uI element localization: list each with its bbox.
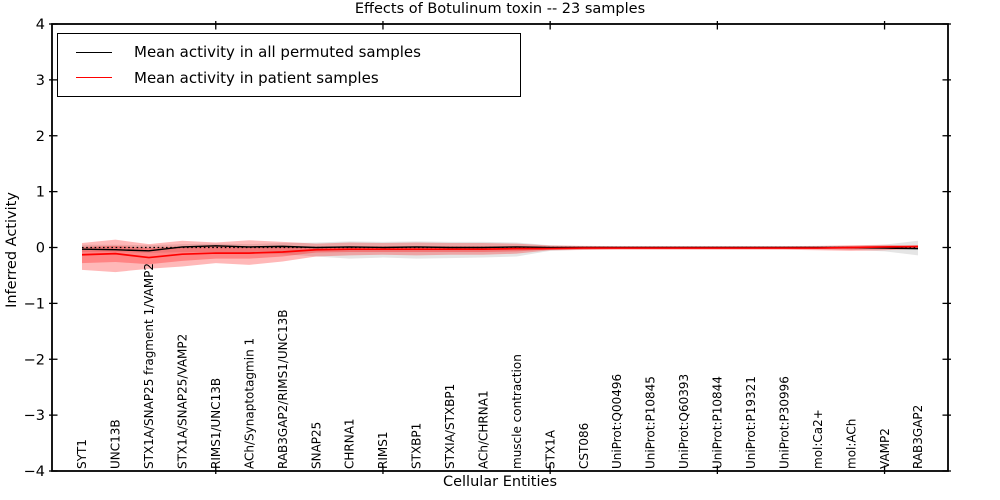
- x-category-label: UniProt:P10845: [644, 376, 658, 469]
- x-axis-label: Cellular Entities: [442, 474, 558, 490]
- x-category-label: muscle contraction: [510, 354, 524, 469]
- y-tick-label: 2: [36, 129, 45, 145]
- x-category-label: STXIA/STXBP1: [443, 384, 457, 469]
- y-tick-label: −3: [24, 408, 45, 424]
- permuted-line-swatch-icon: [76, 51, 112, 53]
- x-category-label: STXBP1: [410, 423, 424, 469]
- x-category-label: UniProt:Q60393: [677, 374, 691, 469]
- x-category-label: RAB3GAP2/RIMS1/UNC13B: [276, 309, 290, 469]
- legend: Mean activity in all permuted samples Me…: [57, 33, 521, 97]
- x-category-label: CST086: [577, 423, 591, 469]
- x-category-label: RIMS1/UNC13B: [209, 378, 223, 469]
- x-category-label: UniProt:P10844: [711, 376, 725, 469]
- y-tick-label: 4: [36, 17, 45, 33]
- x-category-label: UNC13B: [109, 419, 123, 469]
- x-category-label: SYT1: [75, 439, 89, 469]
- x-category-label: VAMP2: [878, 428, 892, 469]
- x-category-label: RAB3GAP2: [911, 405, 925, 469]
- patient-mean-line: [81, 245, 919, 259]
- x-category-label: SNAP25: [309, 422, 323, 469]
- x-category-label: RIMS1: [376, 432, 390, 469]
- y-tick-label: 0: [36, 241, 45, 257]
- x-category-label: STX1A: [543, 429, 557, 469]
- y-tick-label: −2: [24, 352, 45, 368]
- x-category-label: ACh/CHRNA1: [476, 390, 490, 469]
- legend-entry-permuted: Mean activity in all permuted samples: [76, 43, 520, 61]
- x-category-label: UniProt:P30996: [777, 376, 791, 469]
- x-category-label: UniProt:P19321: [744, 376, 758, 469]
- x-category-label: CHRNA1: [343, 418, 357, 469]
- y-tick-label: 3: [36, 73, 45, 89]
- x-category-label: STX1A/SNAP25 fragment 1/VAMP2: [142, 263, 156, 469]
- x-category-label: mol:ACh: [844, 419, 858, 469]
- x-category-label: mol:Ca2+: [811, 409, 825, 469]
- x-category-label: UniProt:Q00496: [610, 374, 624, 469]
- patient-line-swatch-icon: [76, 77, 112, 79]
- y-tick-label: −4: [24, 464, 45, 480]
- y-tick-label: 1: [36, 185, 45, 201]
- legend-entry-patient: Mean activity in patient samples: [76, 69, 520, 87]
- x-category-label: ACh/Synaptotagmin 1: [242, 338, 256, 469]
- legend-label: Mean activity in all permuted samples: [134, 43, 421, 62]
- chart-title: Effects of Botulinum toxin -- 23 samples: [354, 1, 646, 17]
- y-tick-label: −1: [24, 296, 45, 312]
- legend-label: Mean activity in patient samples: [134, 68, 379, 87]
- patient-samples-inner-band: [82, 245, 918, 265]
- x-category-label: STX1A/SNAP25/VAMP2: [176, 334, 190, 469]
